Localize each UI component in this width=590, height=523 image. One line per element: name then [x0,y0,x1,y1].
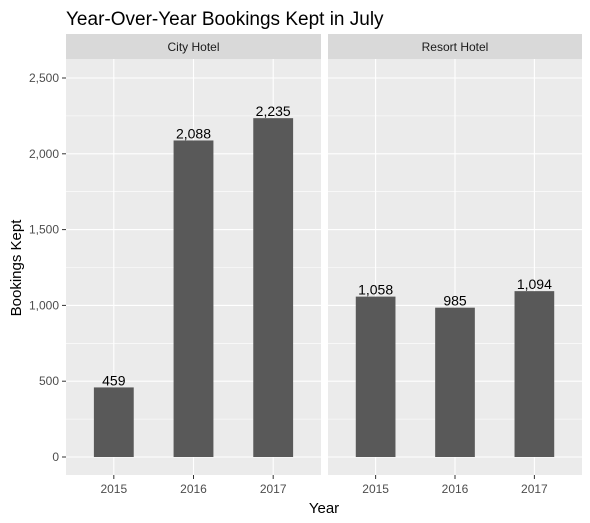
bar-2016 [435,307,475,457]
facet-strip-label: City Hotel [167,40,219,54]
bar-2016 [173,140,214,457]
data-label: 985 [443,293,467,309]
y-axis-title: Bookings Kept [8,219,25,317]
data-label: 459 [102,372,126,388]
chart-title: Year-Over-Year Bookings Kept in July [66,9,384,30]
y-tick-label: 1,000 [29,298,59,312]
bar-2015 [93,387,134,457]
facet-strip [328,34,582,59]
data-label: 1,094 [517,276,552,292]
bar-2015 [355,296,396,457]
data-label: 1,058 [358,282,393,298]
x-tick-label: 2015 [100,482,127,496]
y-tick-label: 500 [39,374,59,388]
x-tick-label: 2016 [180,482,207,496]
facet-strip-label: Resort Hotel [422,40,489,54]
bar-2017 [253,118,294,457]
x-axis-title: Year [309,500,339,517]
y-tick-label: 2,000 [29,147,59,161]
y-axis: 0 500 1,000 1,500 2,000 2,500 [29,71,66,464]
x-tick-label: 2015 [362,482,389,496]
y-tick-label: 0 [52,450,59,464]
facet-0: City Hotel 459 2,088 2,235 2015 2016 2017 [66,34,321,496]
bar-2017 [514,291,555,457]
data-label: 2,235 [256,103,291,119]
x-tick-label: 2016 [442,482,469,496]
x-tick-label: 2017 [521,482,548,496]
x-tick-label: 2017 [260,482,287,496]
facet-1: Resort Hotel 1,058 985 1,094 2015 2016 2017 [328,34,582,496]
data-label: 2,088 [176,125,211,141]
y-tick-label: 1,500 [29,223,59,237]
y-tick-label: 2,500 [29,71,59,85]
facet-strip [66,34,321,59]
